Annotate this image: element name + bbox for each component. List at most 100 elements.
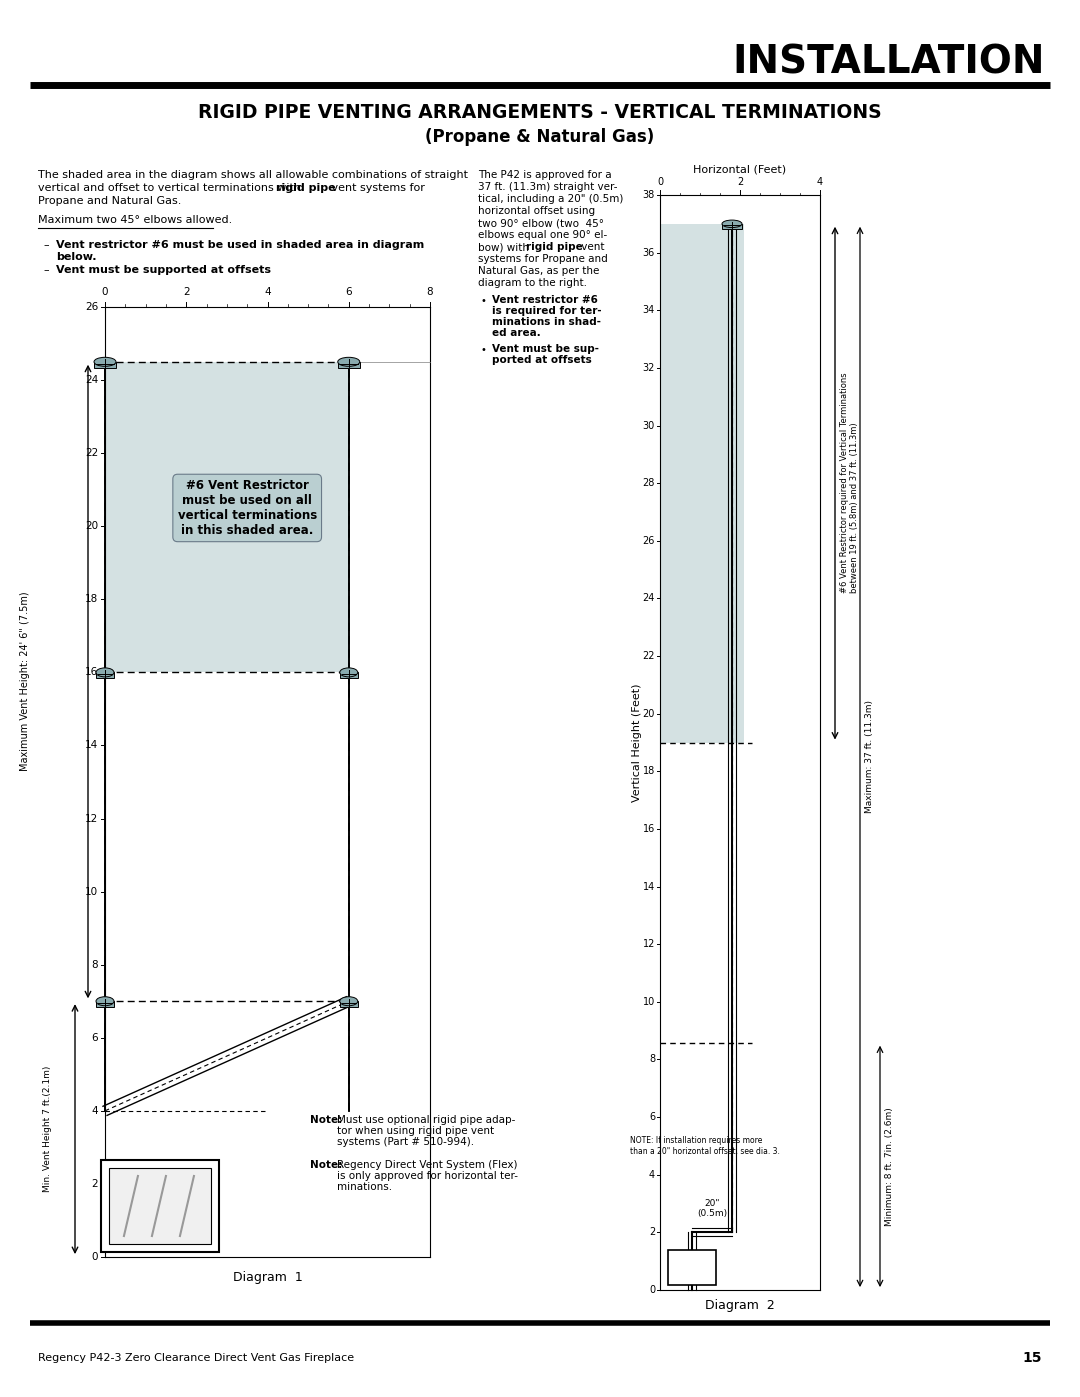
Polygon shape [660,224,744,742]
Bar [340,1002,357,1007]
Ellipse shape [96,996,114,1006]
Text: rigid pipe: rigid pipe [526,242,583,251]
Text: 14: 14 [643,882,654,891]
Text: Minimum: 8 ft. 7in. (2.6m): Minimum: 8 ft. 7in. (2.6m) [885,1106,894,1225]
Text: Diagram  2: Diagram 2 [705,1298,774,1312]
Bar [100,1160,219,1252]
Text: 26: 26 [84,302,98,312]
Text: ed area.: ed area. [492,328,541,338]
Text: vent systems for: vent systems for [328,183,424,193]
Text: 30: 30 [643,420,654,430]
Text: 12: 12 [84,813,98,824]
Text: 24: 24 [84,374,98,386]
Text: 22: 22 [643,651,654,661]
Text: 8: 8 [92,960,98,970]
Bar [96,1002,114,1007]
Text: 16: 16 [643,824,654,834]
Text: 0: 0 [102,286,108,298]
Text: 8: 8 [649,1055,654,1065]
Text: Must use optional rigid pipe adap-: Must use optional rigid pipe adap- [337,1115,515,1125]
Text: Horizontal (Feet): Horizontal (Feet) [693,165,786,175]
Text: Vertical Height (Feet): Vertical Height (Feet) [632,683,642,802]
Text: 37 ft. (11.3m) straight ver-: 37 ft. (11.3m) straight ver- [478,182,618,191]
Text: 20: 20 [643,708,654,718]
Text: systems for Propane and: systems for Propane and [478,254,608,264]
Bar [723,224,742,229]
Ellipse shape [723,221,742,228]
Text: Maximum two 45° elbows allowed.: Maximum two 45° elbows allowed. [38,215,232,225]
Text: 15: 15 [1023,1351,1042,1365]
Text: elbows equal one 90° el-: elbows equal one 90° el- [478,231,607,240]
Ellipse shape [94,358,116,366]
Text: 22: 22 [84,448,98,458]
Text: –: – [43,240,49,250]
Text: Vent restrictor #6: Vent restrictor #6 [492,295,598,305]
Text: 6: 6 [92,1032,98,1042]
Text: Vent must be supported at offsets: Vent must be supported at offsets [56,265,271,275]
Text: 0: 0 [649,1285,654,1295]
Text: Note:: Note: [310,1160,342,1171]
Text: is required for ter-: is required for ter- [492,306,602,316]
Text: 4: 4 [649,1169,654,1179]
Text: is only approved for horizontal ter-: is only approved for horizontal ter- [337,1171,518,1180]
Text: 8: 8 [427,286,433,298]
Text: 36: 36 [643,247,654,257]
Text: 0: 0 [657,177,663,187]
Text: diagram to the right.: diagram to the right. [478,278,588,288]
Text: 16: 16 [84,668,98,678]
Text: 2: 2 [737,177,743,187]
Text: 24: 24 [643,594,654,604]
Polygon shape [105,362,349,672]
Ellipse shape [338,358,360,366]
Text: 18: 18 [643,767,654,777]
Text: 4: 4 [265,286,271,298]
Text: 20"
(0.5m): 20" (0.5m) [697,1199,727,1218]
Text: Min. Vent Height 7 ft.(2.1m): Min. Vent Height 7 ft.(2.1m) [43,1066,53,1192]
Bar [669,1250,716,1285]
Text: below.: below. [56,251,96,263]
Text: ported at offsets: ported at offsets [492,355,592,365]
Text: Vent restrictor #6 must be used in shaded area in diagram: Vent restrictor #6 must be used in shade… [56,240,424,250]
Text: #6 Vent Restrictor
must be used on all
vertical terminations
in this shaded area: #6 Vent Restrictor must be used on all v… [177,479,316,536]
Text: The shaded area in the diagram shows all allowable combinations of straight: The shaded area in the diagram shows all… [38,170,468,180]
Text: NOTE: If installation requires more
than a 20" horizontal offset, see dia. 3.: NOTE: If installation requires more than… [630,1136,780,1155]
Text: 10: 10 [643,997,654,1007]
Text: The P42 is approved for a: The P42 is approved for a [478,170,611,180]
Text: 12: 12 [643,939,654,949]
Text: 4: 4 [92,1106,98,1116]
Text: Maximum Vent Height: 24' 6" (7.5m): Maximum Vent Height: 24' 6" (7.5m) [21,592,30,771]
Text: bow) with: bow) with [478,242,532,251]
Text: minations.: minations. [337,1182,392,1192]
Text: systems (Part # 510-994).: systems (Part # 510-994). [337,1137,474,1147]
Text: 10: 10 [85,887,98,897]
Text: •: • [481,345,487,355]
Text: INSTALLATION: INSTALLATION [732,43,1045,81]
Bar [109,1168,211,1243]
Text: 26: 26 [643,536,654,546]
Text: 4: 4 [816,177,823,187]
Text: 38: 38 [643,190,654,200]
Text: 20: 20 [85,521,98,531]
Text: Regency P42-3 Zero Clearance Direct Vent Gas Fireplace: Regency P42-3 Zero Clearance Direct Vent… [38,1354,354,1363]
Text: 18: 18 [84,594,98,605]
Text: –: – [43,265,49,275]
Text: Propane and Natural Gas.: Propane and Natural Gas. [38,196,181,205]
Text: RIGID PIPE VENTING ARRANGEMENTS - VERTICAL TERMINATIONS: RIGID PIPE VENTING ARRANGEMENTS - VERTIC… [199,102,881,122]
Text: (Propane & Natural Gas): (Propane & Natural Gas) [426,129,654,147]
Text: Natural Gas, as per the: Natural Gas, as per the [478,265,599,277]
Text: •: • [481,296,487,306]
Text: vent: vent [578,242,605,251]
Text: 14: 14 [84,740,98,750]
Text: 6: 6 [649,1112,654,1122]
Text: two 90° elbow (two  45°: two 90° elbow (two 45° [478,218,604,228]
Text: 2: 2 [649,1228,654,1238]
Text: rigid pipe: rigid pipe [276,183,336,193]
Text: minations in shad-: minations in shad- [492,317,600,327]
Text: Note:: Note: [310,1115,342,1125]
Text: 32: 32 [643,363,654,373]
Bar [338,362,360,367]
Text: 0: 0 [92,1252,98,1261]
Bar [340,672,357,679]
Text: #6 Vent Restrictor required for Vertical Terminations
between 19 ft. (5.8m) and : #6 Vent Restrictor required for Vertical… [840,373,860,594]
Bar [94,362,116,367]
